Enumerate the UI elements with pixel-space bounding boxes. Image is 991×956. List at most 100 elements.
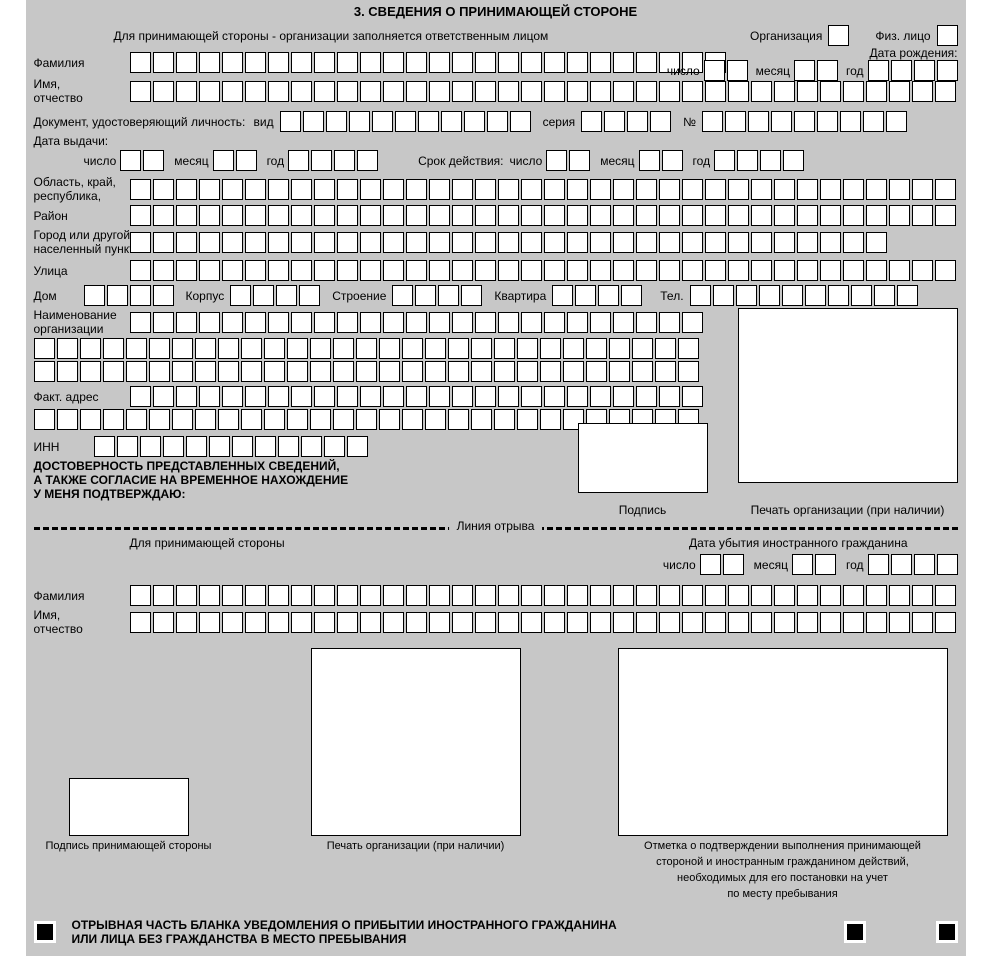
orgname-cells3[interactable]: [34, 361, 699, 382]
dep-month-label: месяц: [754, 558, 788, 572]
type-label: вид: [254, 115, 274, 129]
phys-label: Физ. лицо: [875, 29, 930, 43]
region-row: Область, край, республика,: [34, 175, 958, 203]
region-label: Область, край, республика,: [34, 175, 130, 203]
issue-month-label: месяц: [174, 154, 208, 168]
host-signature-caption: Подпись принимающей стороны: [34, 840, 224, 852]
val-month-label: месяц: [600, 154, 634, 168]
street-label: Улица: [34, 264, 130, 278]
birthdate-block: Дата рождения:: [863, 46, 958, 60]
lower-surname-row: Фамилия: [34, 585, 958, 606]
orgname-cells1[interactable]: [130, 312, 703, 333]
surname-cells[interactable]: [130, 52, 726, 73]
footer-row: ОТРЫВНАЯ ЧАСТЬ БЛАНКА УВЕДОМЛЕНИЯ О ПРИБ…: [34, 918, 958, 946]
name-cells[interactable]: [130, 81, 956, 102]
issue-day-label: число: [84, 154, 117, 168]
signature-box-1[interactable]: [578, 423, 708, 493]
val-year-label: год: [693, 154, 711, 168]
inn-label: ИНН: [34, 440, 94, 454]
dep-year[interactable]: [868, 554, 958, 575]
issue-label: Дата выдачи:: [34, 134, 130, 148]
house-row: Дом Корпус Строение Квартира Тел.: [34, 285, 958, 306]
structure-cells[interactable]: [392, 285, 482, 306]
issue-row: Дата выдачи:: [34, 134, 958, 148]
mark-caption-2: стороной и иностранным гражданином дейст…: [608, 856, 958, 868]
number-label: №: [683, 115, 696, 129]
dep-day[interactable]: [700, 554, 744, 575]
factaddr-cells1[interactable]: [130, 386, 703, 407]
val-month[interactable]: [639, 150, 683, 171]
year-label: год: [846, 64, 864, 78]
host-sig-col: Подпись принимающей стороны: [34, 648, 224, 900]
sig-labels-row: Подпись Печать организации (при наличии): [34, 503, 958, 517]
hint-text: Для принимающей стороны - организации за…: [114, 29, 549, 43]
section-title: 3. СВЕДЕНИЯ О ПРИНИМАЮЩЕЙ СТОРОНЕ: [34, 4, 958, 19]
org-checkbox[interactable]: [828, 25, 849, 46]
bottom-boxes: Подпись принимающей стороны Печать орган…: [34, 648, 958, 900]
inn-row: ИНН: [34, 436, 958, 457]
street-row: Улица: [34, 260, 958, 281]
district-label: Район: [34, 209, 130, 223]
dep-day-label: число: [663, 558, 696, 572]
phys-checkbox[interactable]: [937, 25, 958, 46]
lower-name-cells[interactable]: [130, 612, 956, 633]
inn-cells[interactable]: [94, 436, 368, 457]
footer-line-2: ИЛИ ЛИЦА БЕЗ ГРАЖДАНСТВА В МЕСТО ПРЕБЫВА…: [72, 932, 617, 946]
month-label: месяц: [756, 64, 790, 78]
house-cells[interactable]: [84, 285, 174, 306]
issue-day[interactable]: [120, 150, 164, 171]
lower-surname-cells[interactable]: [130, 585, 956, 606]
street-cells[interactable]: [130, 260, 956, 281]
seal-col-2: Печать организации (при наличии): [291, 648, 541, 900]
issue-cells-row: число месяц год Срок действия: число мес…: [34, 150, 958, 171]
city-cells[interactable]: [130, 232, 887, 253]
validity-label: Срок действия:: [418, 154, 503, 168]
doc-series-cells[interactable]: [581, 111, 671, 132]
footer-text-block: ОТРЫВНАЯ ЧАСТЬ БЛАНКА УВЕДОМЛЕНИЯ О ПРИБ…: [72, 918, 617, 946]
doc-type-cells[interactable]: [280, 111, 531, 132]
confirm-line-3: У МЕНЯ ПОДТВЕРЖДАЮ:: [34, 487, 958, 501]
name-label: Имя, отчество: [34, 77, 130, 105]
phone-cells[interactable]: [690, 285, 918, 306]
district-cells[interactable]: [130, 205, 956, 226]
apartment-label: Квартира: [494, 289, 546, 303]
lower-name-label: Имя, отчество: [34, 608, 130, 636]
org-label: Организация: [750, 29, 822, 43]
tear-line: Линия отрыва: [34, 527, 958, 530]
footer-line-1: ОТРЫВНАЯ ЧАСТЬ БЛАНКА УВЕДОМЛЕНИЯ О ПРИБ…: [72, 918, 617, 932]
seal-label: Печать организации (при наличии): [738, 503, 958, 517]
doc-row: Документ, удостоверяющий личность: вид с…: [34, 111, 958, 132]
issue-month[interactable]: [213, 150, 257, 171]
dep-year-label: год: [846, 558, 864, 572]
val-day-label: число: [509, 154, 542, 168]
seal-box-2[interactable]: [311, 648, 521, 836]
hint-row: Для принимающей стороны - организации за…: [34, 25, 958, 46]
structure-label: Строение: [332, 289, 386, 303]
orgname-cells2[interactable]: [34, 338, 699, 359]
org-block: Наименование организации Факт. адрес: [34, 308, 958, 430]
dep-month[interactable]: [792, 554, 836, 575]
mark-col: Отметка о подтверждении выполнения прини…: [608, 648, 958, 900]
birthdate-label: Дата рождения:: [863, 46, 958, 60]
orgname-label: Наименование организации: [34, 308, 130, 336]
lower-surname-label: Фамилия: [34, 589, 130, 603]
black-square-left: [34, 921, 56, 943]
issue-year-label: год: [267, 154, 285, 168]
val-day[interactable]: [546, 150, 590, 171]
host-signature-box[interactable]: [69, 778, 189, 836]
black-square-right: [936, 921, 958, 943]
phone-label: Тел.: [660, 289, 683, 303]
tear-label: Линия отрыва: [449, 519, 543, 533]
series-label: серия: [543, 115, 576, 129]
building-cells[interactable]: [230, 285, 320, 306]
val-year[interactable]: [714, 150, 804, 171]
lower-hint-row: Для принимающей стороны Дата убытия инос…: [34, 536, 958, 550]
apartment-cells[interactable]: [552, 285, 642, 306]
city-row: Город или другой населенный пункт: [34, 228, 958, 256]
region-cells[interactable]: [130, 179, 956, 200]
building-label: Корпус: [186, 289, 225, 303]
issue-year[interactable]: [288, 150, 378, 171]
doc-label: Документ, удостоверяющий личность:: [34, 115, 254, 129]
doc-number-cells[interactable]: [702, 111, 907, 132]
mark-box[interactable]: [618, 648, 948, 836]
